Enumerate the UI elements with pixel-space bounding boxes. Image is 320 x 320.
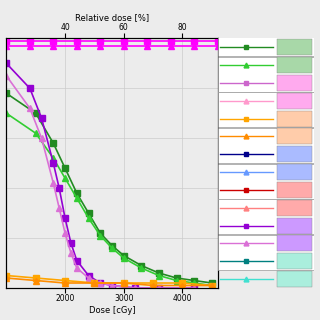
Bar bbox=[218, 21, 314, 56]
Bar bbox=[277, 39, 312, 55]
Bar bbox=[277, 218, 312, 234]
Bar bbox=[277, 236, 312, 252]
Bar bbox=[277, 182, 312, 198]
Bar bbox=[218, 199, 314, 234]
Bar bbox=[277, 253, 312, 269]
Bar bbox=[277, 93, 312, 109]
Bar bbox=[277, 128, 312, 144]
Bar bbox=[277, 57, 312, 73]
Bar bbox=[277, 146, 312, 162]
X-axis label: Dose [cGy]: Dose [cGy] bbox=[89, 306, 135, 315]
Bar bbox=[277, 200, 312, 216]
Bar bbox=[218, 235, 314, 270]
Bar bbox=[218, 57, 314, 92]
X-axis label: Relative dose [%]: Relative dose [%] bbox=[75, 13, 149, 22]
Bar bbox=[277, 75, 312, 91]
Bar bbox=[218, 92, 314, 127]
Bar bbox=[218, 128, 314, 163]
Bar bbox=[218, 164, 314, 198]
Bar bbox=[277, 111, 312, 127]
Bar bbox=[277, 164, 312, 180]
Bar bbox=[277, 271, 312, 287]
